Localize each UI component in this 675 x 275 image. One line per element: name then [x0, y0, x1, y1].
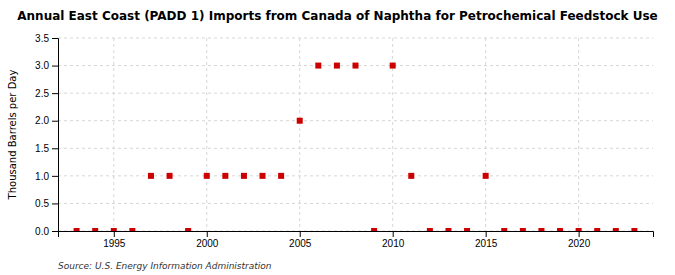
point [576, 228, 582, 231]
y-tick: 1.0 [35, 171, 58, 182]
point [297, 118, 303, 124]
grid-line-y [58, 203, 653, 204]
point [185, 228, 191, 231]
x-tick: 2020 [568, 231, 591, 249]
y-tick-label: 1.5 [35, 143, 49, 154]
y-tick-label: 0.5 [35, 198, 49, 209]
point [390, 63, 396, 69]
plot-area: 1995 2000 2005 2010 2015 2020 0.0 0.5 1.0 1.5 2.0 2… [35, 33, 653, 249]
x-tick-label: 2010 [382, 238, 405, 249]
point [129, 228, 135, 231]
title: Annual East Coast (PADD 1) Imports from … [17, 9, 657, 23]
point [334, 63, 340, 69]
y-tick-mark [52, 203, 58, 204]
y-tick: 3.0 [35, 60, 58, 71]
x-axis-line [59, 232, 654, 238]
y-tick-label: 0.0 [35, 226, 49, 237]
y-tick: 2.0 [35, 115, 58, 126]
x-tick-label: 2015 [475, 238, 498, 249]
point [613, 228, 619, 231]
x-tick-mark [393, 231, 394, 237]
y-axis-line [52, 39, 59, 232]
point [241, 173, 247, 179]
y-tick-mark [52, 93, 58, 94]
x-axis: 1995 2000 2005 2010 2015 2020 [59, 231, 654, 249]
x-tick: 2010 [382, 231, 405, 249]
point [631, 228, 637, 231]
x-tick-mark [300, 231, 301, 237]
x-tick-mark [114, 231, 115, 237]
y-tick: 0.5 [35, 198, 58, 209]
point [594, 228, 600, 231]
point [92, 228, 98, 231]
x-tick-mark [207, 231, 208, 237]
grid [58, 38, 653, 231]
y-tick: 2.5 [35, 88, 58, 99]
y-tick-mark [52, 121, 58, 122]
y-tick-label: 1.0 [35, 171, 49, 182]
y-tick-mark [52, 66, 58, 67]
x-tick: 1995 [103, 231, 126, 249]
point [483, 173, 489, 179]
grid-line-x [206, 38, 207, 231]
grid-line-y [58, 175, 653, 176]
y-tick-label: 2.5 [35, 88, 49, 99]
chart: 1995 2000 2005 2010 2015 2020 0.0 0.5 1.0 1.5 2.0 2… [0, 0, 675, 275]
grid-line-x [113, 38, 114, 231]
point [315, 63, 321, 69]
y-axis: 0.0 0.5 1.0 1.5 2.0 2.5 3.0 3.5 [35, 33, 58, 237]
x-tick: 2000 [196, 231, 219, 249]
point [222, 173, 228, 179]
grid-line-y [58, 38, 653, 39]
point [520, 228, 526, 231]
point [538, 228, 544, 231]
point [427, 228, 433, 231]
point [148, 173, 154, 179]
point [464, 228, 470, 231]
x-tick-mark [486, 231, 487, 237]
point [353, 63, 359, 69]
grid-line-y [58, 148, 653, 149]
source: Source: U.S. Energy Information Administ… [58, 261, 272, 271]
y-tick: 1.5 [35, 143, 58, 154]
point [278, 173, 284, 179]
point [445, 228, 451, 231]
y-tick-label: 3.0 [35, 60, 49, 71]
y-tick-mark [52, 231, 58, 232]
x-tick: 2015 [475, 231, 498, 249]
marks [74, 63, 638, 231]
y-tick-mark [52, 176, 58, 177]
point [557, 228, 563, 231]
point [111, 228, 117, 231]
x-tick-label: 2000 [196, 238, 219, 249]
x-tick-mark [579, 231, 580, 237]
grid-line-y [58, 120, 653, 121]
grid-line-x [299, 38, 300, 231]
point [167, 173, 173, 179]
point [74, 228, 80, 231]
point [408, 173, 414, 179]
y-tick: 3.5 [35, 33, 58, 44]
x-tick-label: 2005 [289, 238, 312, 249]
y-tick-label: 3.5 [35, 33, 49, 44]
x-tick-label: 2020 [568, 238, 591, 249]
grid-line-y [58, 93, 653, 94]
x-tick: 2005 [289, 231, 312, 249]
point [371, 228, 377, 231]
grid-line-x [485, 38, 486, 231]
y-tick-label: 2.0 [35, 115, 49, 126]
point [501, 228, 507, 231]
y-tick: 0.0 [35, 226, 58, 237]
y-tick-mark [52, 148, 58, 149]
grid-line-x [578, 38, 579, 231]
y-tick-mark [52, 38, 58, 39]
y-axis-title: Thousand Barrels per Day [7, 70, 18, 201]
point [204, 173, 210, 179]
x-tick-label: 1995 [103, 238, 126, 249]
point [260, 173, 266, 179]
